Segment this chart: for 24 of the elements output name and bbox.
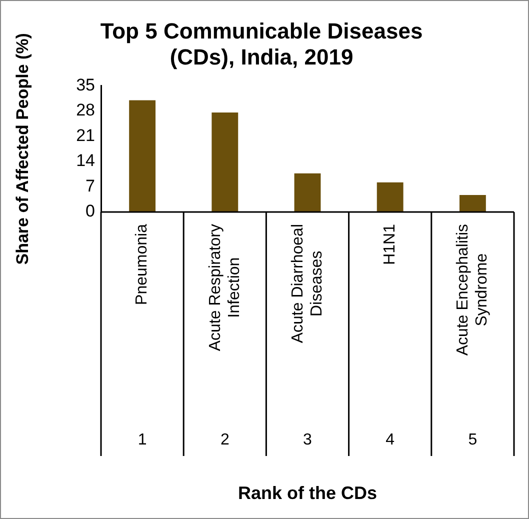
x-tick-label: Pneumonia xyxy=(134,224,151,305)
text: 1 xyxy=(138,431,147,448)
text: Rank of the CDs xyxy=(238,482,378,503)
y-tick-label: 35 xyxy=(76,75,95,94)
x-tick-label: Acute Diarrhoeal Diseases xyxy=(289,224,326,344)
bar xyxy=(459,195,486,212)
x-tick-label: Acute Respiratory Infection xyxy=(206,224,243,352)
y-tick-label: 7 xyxy=(86,176,95,196)
chart-title: Top 5 Communicable Diseases (CDs), India, 2019 xyxy=(100,18,423,70)
x-tick-label: Acute Encephalitis Syndrome xyxy=(454,224,491,356)
bar xyxy=(129,100,156,212)
x-tick-label: H1N1 xyxy=(382,224,399,265)
y-tick-label: 21 xyxy=(76,126,95,145)
y-tick-label: 28 xyxy=(76,100,95,120)
text: 5 xyxy=(468,431,478,448)
bar xyxy=(212,112,238,212)
y-tick-label: 14 xyxy=(76,151,95,170)
y-axis-title: Share of Affected People (%) xyxy=(12,33,32,265)
text: 2 xyxy=(220,431,230,448)
text: 4 xyxy=(386,431,395,448)
bar xyxy=(294,173,321,212)
y-tick-label: 0 xyxy=(86,202,95,221)
text: 3 xyxy=(303,431,312,448)
bar xyxy=(376,182,404,212)
